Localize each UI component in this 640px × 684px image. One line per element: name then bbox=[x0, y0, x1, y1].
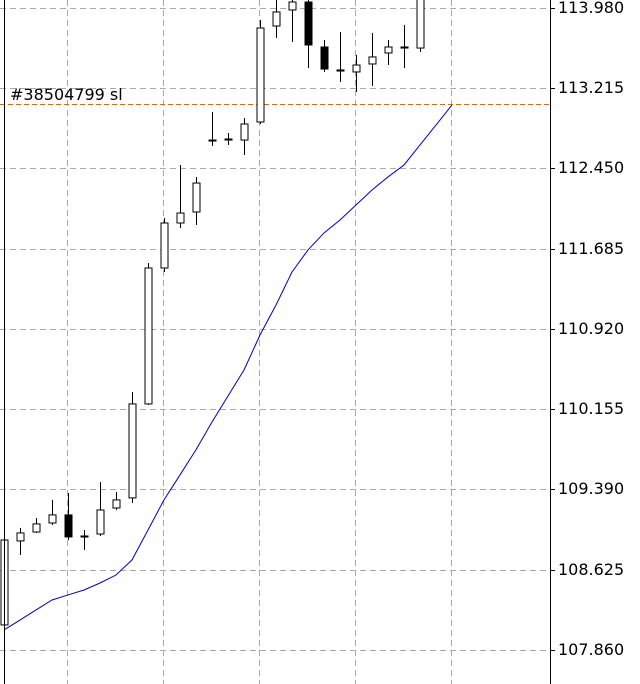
candle-body bbox=[128, 403, 137, 499]
candle-body bbox=[160, 222, 169, 269]
stop-loss-label: #38504799 sl bbox=[10, 85, 123, 104]
candle-body bbox=[64, 514, 73, 538]
y-tick-label: 109.390 bbox=[558, 479, 624, 498]
candle-body bbox=[368, 56, 377, 65]
y-tick-label: 113.980 bbox=[558, 0, 624, 17]
moving-average-line bbox=[3, 104, 453, 631]
candle-body bbox=[16, 532, 25, 542]
candle-body bbox=[400, 46, 409, 49]
candle-body bbox=[304, 1, 313, 46]
candle-body bbox=[352, 64, 361, 73]
candle-body bbox=[80, 535, 89, 538]
y-tick-label: 107.860 bbox=[558, 640, 624, 659]
y-tick-label: 112.450 bbox=[558, 158, 624, 177]
candle-body bbox=[272, 11, 281, 27]
y-tick-label: 110.920 bbox=[558, 319, 624, 338]
candle-body bbox=[224, 138, 233, 141]
candle-body bbox=[208, 139, 217, 142]
candle-body bbox=[336, 69, 345, 72]
y-tick-label: 113.215 bbox=[558, 78, 624, 97]
y-tick-label: 110.155 bbox=[558, 399, 624, 418]
candle-body bbox=[384, 46, 393, 54]
candle-body bbox=[144, 267, 153, 405]
y-tick-label: 111.685 bbox=[558, 239, 624, 258]
candle-body bbox=[176, 212, 185, 224]
y-tick-label: 108.625 bbox=[558, 560, 624, 579]
candle-body bbox=[256, 27, 265, 123]
candle-body bbox=[240, 123, 249, 141]
candle-body bbox=[48, 514, 57, 524]
candle-body bbox=[416, 0, 425, 49]
candle-body bbox=[192, 182, 201, 213]
candle-body bbox=[112, 499, 121, 509]
candle-body bbox=[96, 509, 105, 535]
candle-body bbox=[288, 1, 297, 11]
candle-body bbox=[32, 523, 41, 533]
candle-body bbox=[320, 46, 329, 70]
axis: 113.980 113.215 112.450 111.685 110.920 110.1… bbox=[550, 0, 624, 659]
